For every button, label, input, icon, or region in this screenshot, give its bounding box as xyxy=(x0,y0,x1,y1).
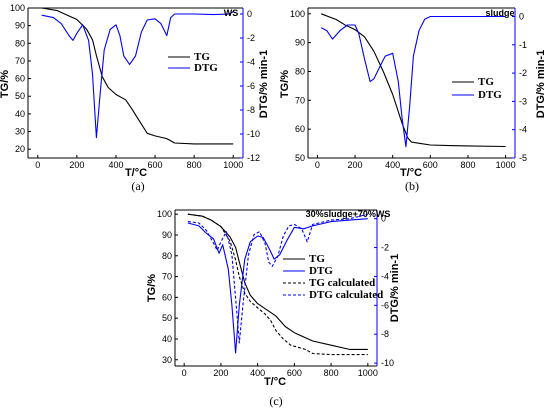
x-tick-label: 1000 xyxy=(496,160,516,170)
y-right-tick-label: -10 xyxy=(247,129,260,139)
y-left-tick-label: 100 xyxy=(10,3,25,13)
legend-label: DTG xyxy=(478,89,502,101)
x-tick-label: 800 xyxy=(460,160,475,170)
y-right-tick-label: 0 xyxy=(519,11,524,21)
y-left-axis-label: TG/% xyxy=(146,274,158,302)
y-right-tick-label: -10 xyxy=(381,358,394,368)
y-right-tick-label: -4 xyxy=(247,57,255,67)
panel-label: (c) xyxy=(269,394,282,408)
y-left-tick-label: 70 xyxy=(295,95,305,105)
legend-label: DTG xyxy=(309,265,333,277)
y-left-tick-label: 40 xyxy=(162,334,172,344)
legend-label: TG calculated xyxy=(309,277,375,289)
x-tick-label: 600 xyxy=(287,368,302,378)
panel-annotation: 30%sludge+70%WS xyxy=(306,209,391,219)
y-right-tick-label: -12 xyxy=(247,153,260,163)
panel-a-ws: 0 200 400 600 800 100020304050607080901000-2-… xyxy=(0,3,270,193)
x-axis-label: T/°C xyxy=(264,376,286,388)
y-right-tick-label: -1 xyxy=(519,40,527,50)
y-right-axis-label: DTG/% min-1 xyxy=(258,50,270,118)
y-left-tick-label: 50 xyxy=(162,313,172,323)
panel-annotation: sludge xyxy=(485,8,514,18)
y-left-tick-label: 90 xyxy=(295,38,305,48)
y-right-tick-label: -2 xyxy=(381,243,389,253)
y-left-tick-label: 80 xyxy=(15,38,25,48)
x-tick-label: 200 xyxy=(69,160,84,170)
x-tick-label: 400 xyxy=(385,160,400,170)
y-left-tick-label: 50 xyxy=(15,91,25,101)
y-right-tick-label: -3 xyxy=(519,96,527,106)
y-left-tick-label: 60 xyxy=(162,292,172,302)
series-line-tg-calculated xyxy=(187,213,368,356)
y-left-tick-label: 70 xyxy=(162,272,172,282)
series-line-dtg xyxy=(320,15,506,148)
y-left-tick-label: 100 xyxy=(290,9,305,19)
x-axis-label: T/°C xyxy=(125,167,147,179)
y-left-tick-label: 80 xyxy=(162,251,172,261)
panel-label: (a) xyxy=(131,179,144,193)
y-right-tick-label: -8 xyxy=(247,105,255,115)
y-left-axis-label: TG/% xyxy=(0,70,11,98)
x-tick-label: 200 xyxy=(348,160,363,170)
y-right-tick-label: -5 xyxy=(519,153,527,163)
x-axis-label: T/°C xyxy=(400,167,422,179)
y-right-tick-label: -6 xyxy=(381,300,389,310)
legend-label: DTG calculated xyxy=(309,289,383,301)
x-tick-label: 1000 xyxy=(223,160,243,170)
y-left-tick-label: 90 xyxy=(162,230,172,240)
y-right-tick-label: -4 xyxy=(519,125,527,135)
y-left-tick-label: 70 xyxy=(15,56,25,66)
x-tick-label: 800 xyxy=(187,160,202,170)
x-tick-label: 1000 xyxy=(358,368,378,378)
y-right-axis-label: DTG/% min-1 xyxy=(389,254,401,322)
y-left-tick-label: 60 xyxy=(15,74,25,84)
series-line-dtg-calculated xyxy=(187,213,368,344)
x-tick-label: 600 xyxy=(148,160,163,170)
y-left-tick-label: 50 xyxy=(295,153,305,163)
y-right-tick-label: -2 xyxy=(247,33,255,43)
legend-label: DTG xyxy=(194,62,218,74)
x-tick-label: 800 xyxy=(324,368,339,378)
y-left-axis-label: TG/% xyxy=(279,70,291,98)
series-line-dtg xyxy=(187,218,368,354)
x-tick-label: 0 xyxy=(182,368,187,378)
y-left-tick-label: 40 xyxy=(15,109,25,119)
panel-annotation: WS xyxy=(224,8,239,18)
legend-label: TG xyxy=(478,76,494,88)
y-right-tick-label: 0 xyxy=(247,9,252,19)
x-tick-label: 400 xyxy=(108,160,123,170)
y-right-tick-label: 0 xyxy=(381,214,386,224)
y-right-tick-label: -4 xyxy=(381,271,389,281)
series-line-tg xyxy=(321,13,506,148)
y-left-tick-label: 80 xyxy=(295,66,305,76)
y-left-tick-label: 30 xyxy=(162,355,172,365)
y-right-tick-label: -2 xyxy=(519,68,527,78)
y-left-tick-label: 60 xyxy=(295,124,305,134)
y-right-tick-label: -6 xyxy=(247,81,255,91)
x-tick-label: 600 xyxy=(423,160,438,170)
x-tick-label: 200 xyxy=(213,368,228,378)
y-right-axis-label: DTG/% min-1 xyxy=(535,50,547,118)
series-line-dtg xyxy=(41,11,234,139)
y-left-tick-label: 20 xyxy=(15,144,25,154)
y-right-tick-label: -8 xyxy=(381,329,389,339)
series-line-tg xyxy=(41,7,234,145)
y-left-tick-label: 30 xyxy=(15,127,25,137)
legend-label: TG xyxy=(309,253,325,265)
y-left-tick-label: 100 xyxy=(157,209,172,219)
x-tick-label: 0 xyxy=(315,160,320,170)
panel-label: (b) xyxy=(405,179,419,193)
y-left-tick-label: 90 xyxy=(15,21,25,31)
x-tick-label: 0 xyxy=(35,160,40,170)
x-tick-label: 400 xyxy=(250,368,265,378)
legend-label: TG xyxy=(194,51,210,63)
